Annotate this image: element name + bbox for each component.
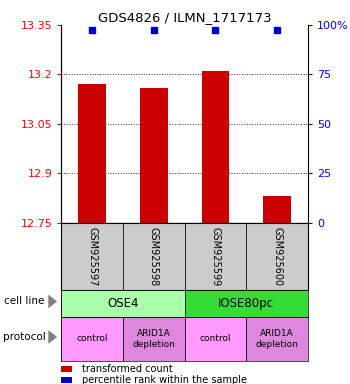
Text: transformed count: transformed count: [82, 364, 173, 374]
Bar: [246, 317, 308, 361]
Bar: [61, 317, 123, 361]
Text: OSE4: OSE4: [107, 297, 139, 310]
Bar: [263, 196, 291, 223]
Bar: [61, 366, 72, 372]
Text: GSM925599: GSM925599: [210, 227, 220, 286]
Text: ARID1A
depletion: ARID1A depletion: [132, 329, 175, 349]
Polygon shape: [48, 330, 57, 344]
Bar: [78, 84, 106, 223]
Text: cell line: cell line: [4, 296, 44, 306]
Bar: [185, 317, 246, 361]
Text: control: control: [76, 334, 108, 343]
Bar: [202, 71, 229, 223]
Bar: [61, 223, 123, 290]
Bar: [185, 290, 308, 317]
Bar: [246, 223, 308, 290]
Text: protocol: protocol: [4, 332, 46, 342]
Bar: [61, 290, 185, 317]
Text: control: control: [200, 334, 231, 343]
Title: GDS4826 / ILMN_1717173: GDS4826 / ILMN_1717173: [98, 11, 272, 24]
Text: GSM925597: GSM925597: [87, 227, 97, 286]
Text: GSM925600: GSM925600: [272, 227, 282, 286]
Polygon shape: [48, 295, 57, 308]
Text: IOSE80pc: IOSE80pc: [218, 297, 274, 310]
Bar: [185, 223, 246, 290]
Bar: [61, 377, 72, 383]
Text: GSM925598: GSM925598: [149, 227, 159, 286]
Text: ARID1A
depletion: ARID1A depletion: [256, 329, 299, 349]
Bar: [123, 317, 185, 361]
Text: percentile rank within the sample: percentile rank within the sample: [82, 375, 247, 384]
Bar: [123, 223, 185, 290]
Bar: [140, 88, 168, 223]
